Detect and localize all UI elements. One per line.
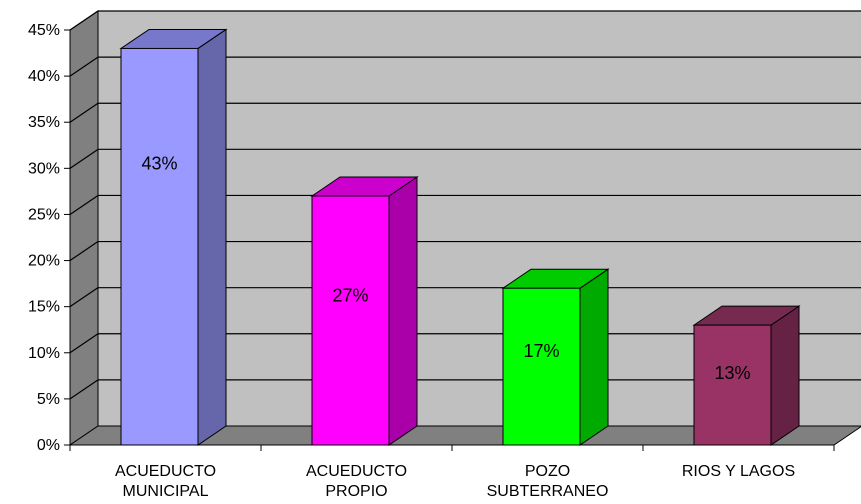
y-tick-label: 10% [28,345,60,362]
bar-side [197,28,227,446]
gridline-side [69,379,99,400]
gridline-side [69,194,99,215]
y-tick-label: 30% [28,160,60,177]
gridline-side [69,10,99,31]
data-label: 13% [714,363,750,383]
gridline-side [69,333,99,354]
data-label: 27% [332,286,368,306]
bars [119,28,801,446]
y-tick-label: 5% [37,391,60,408]
chart-walls [68,10,861,446]
category-label: RIOS Y LAGOS [682,463,795,480]
y-tick-label: 40% [28,68,60,85]
y-tick-label: 0% [37,437,60,454]
category-label-line: MUNICIPAL [123,483,209,500]
data-label: 43% [141,153,177,173]
data-labels: 43% 27% 17% 13% [141,153,750,383]
gridline-side [69,56,99,77]
category-label-line: SUBTERRANEO [487,483,609,500]
y-tick-label: 25% [28,206,60,223]
gridline-side [69,287,99,308]
gridline-side [69,148,99,169]
bar [120,47,199,446]
category-label-line: RIOS Y LAGOS [682,463,795,480]
bar-side [388,176,418,446]
category-label: POZO SUBTERRANEO [487,463,609,500]
x-axis-labels: ACUEDUCTO MUNICIPAL ACUEDUCTO PROPIO POZO SUB… [115,463,795,500]
y-tick-label: 20% [28,253,60,270]
bar-side [579,268,609,446]
y-tick-label: 15% [28,299,60,316]
y-tick-label: 45% [28,22,60,39]
bar-side [770,305,800,446]
bar [693,324,772,446]
category-label-line: ACUEDUCTO [306,463,407,480]
y-tick-label: 35% [28,114,60,131]
bar [502,287,581,446]
gridline-side [69,102,99,123]
category-label: ACUEDUCTO MUNICIPAL [115,463,216,500]
category-label: ACUEDUCTO PROPIO [306,463,407,500]
category-label-line: POZO [525,463,570,480]
bar [311,195,390,446]
category-label-line: PROPIO [325,483,387,500]
data-label: 17% [523,341,559,361]
category-label-line: ACUEDUCTO [115,463,216,480]
side-wall [69,10,99,446]
gridline-side [69,241,99,262]
